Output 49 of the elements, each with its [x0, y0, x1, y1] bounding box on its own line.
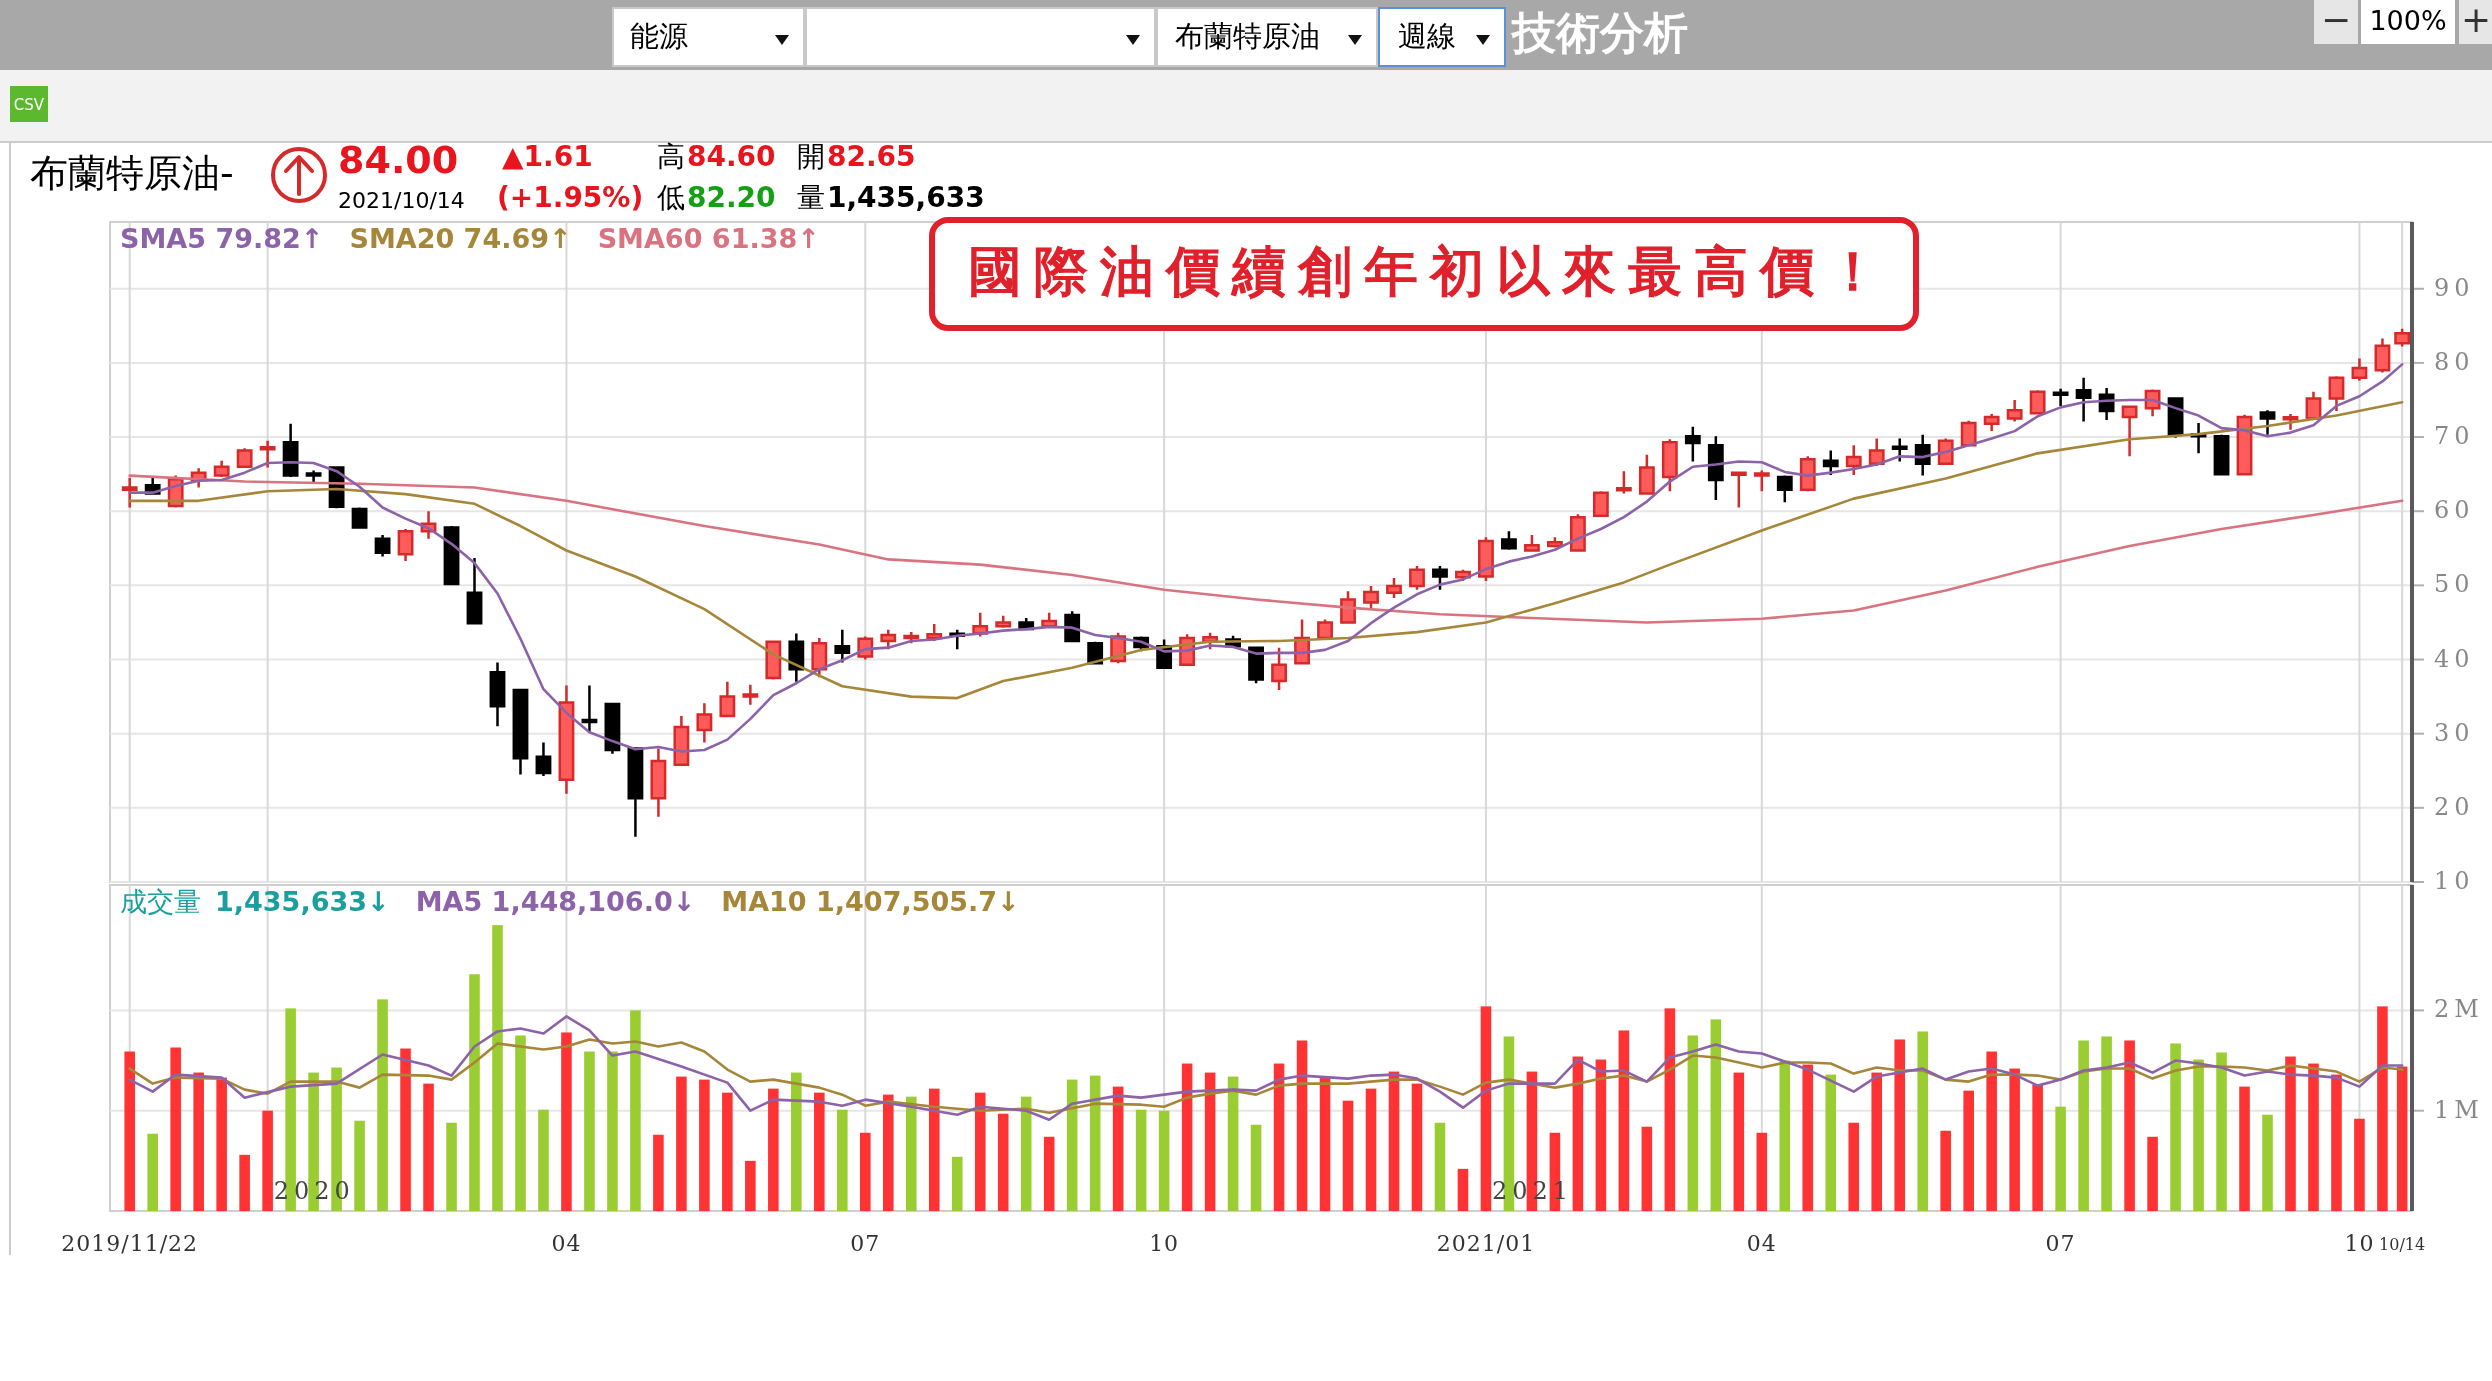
y-tick-label: 30: [2434, 718, 2475, 747]
y-tick-label: 40: [2434, 644, 2475, 673]
x-tick-label: 10/14: [2379, 1234, 2426, 1254]
x-tick-label: 2019/11/22: [61, 1231, 199, 1256]
x-tick-label: 07: [2045, 1231, 2076, 1256]
text: CSV: [13, 95, 45, 114]
text: 低: [657, 181, 685, 214]
text: −: [2320, 0, 2352, 40]
text: 1,435,633: [827, 181, 985, 214]
text: MA10 1,407,505.7↓: [721, 885, 1020, 917]
x-tick-label: 04: [551, 1231, 582, 1256]
x-tick-label: 04: [1746, 1231, 1777, 1256]
y-tick-label: 1M: [2434, 1095, 2484, 1124]
text: 2021/10/14: [338, 188, 465, 213]
x-tick-label: 07: [850, 1231, 881, 1256]
y-tick-label: 2M: [2434, 994, 2484, 1023]
text: SMA60 61.38↑: [597, 222, 820, 254]
text: 布蘭特原油: [1175, 19, 1320, 53]
text: 82.65: [827, 140, 916, 173]
x-tick-label: 10: [1149, 1231, 1180, 1256]
x-tick-label: 2021/01: [1436, 1231, 1536, 1256]
text: 82.20: [687, 181, 776, 214]
text: 量: [797, 181, 825, 214]
text: 能源: [630, 19, 688, 53]
text: 84.60: [687, 140, 776, 173]
y-tick-label: 90: [2434, 273, 2475, 302]
y-tick-label: 80: [2434, 347, 2475, 376]
text: SMA5 79.82↑: [120, 222, 324, 254]
text: 週線: [1398, 19, 1456, 53]
text: MA5 1,448,106.0↓: [415, 885, 696, 917]
annotation: 成交量: [120, 885, 201, 917]
text: 技術分析: [1510, 7, 1688, 58]
text: (+1.95%): [497, 181, 644, 214]
y-tick-label: 10: [2434, 866, 2475, 895]
text: 高: [657, 140, 685, 173]
y-tick-label: 60: [2434, 495, 2475, 524]
text: +: [2460, 0, 2492, 40]
x-tick-label: 10: [2344, 1231, 2375, 1256]
y-tick-label: 20: [2434, 792, 2475, 821]
text: ▲1.61: [502, 140, 593, 173]
text: SMA20 74.69↑: [349, 222, 572, 254]
chart-title: 國際油價續創年初以來最高價！: [968, 239, 1892, 304]
annotation: 1,435,633↓: [215, 885, 390, 917]
y-tick-label: 50: [2434, 569, 2475, 598]
text: 開: [797, 140, 825, 173]
text: 布蘭特原油-: [30, 150, 234, 195]
text: 100%: [2369, 4, 2447, 36]
text: 84.00: [338, 137, 459, 182]
y-tick-label: 70: [2434, 421, 2475, 450]
